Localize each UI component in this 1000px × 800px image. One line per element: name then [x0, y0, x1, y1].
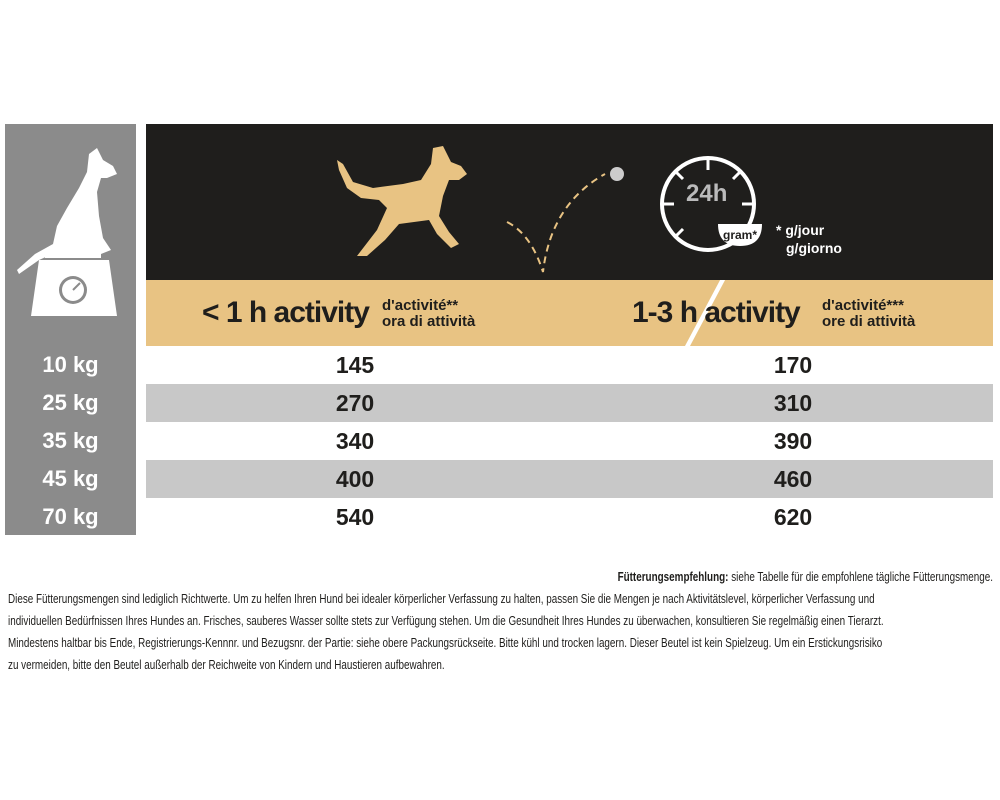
- weight: 10 kg: [42, 352, 99, 377]
- weight: 35 kg: [42, 428, 99, 453]
- table-row: 35 kg 340 390: [0, 422, 1000, 460]
- value-low: 400: [335, 466, 375, 492]
- feeding-recommendation: Fütterungsempfehlung: siehe Tabelle für …: [617, 569, 993, 584]
- note-line: Mindestens haltbar bis Ende, Registrieru…: [8, 635, 883, 650]
- value-low: 340: [335, 428, 375, 454]
- weight-column: [5, 124, 136, 535]
- table-row: 45 kg 400 460: [0, 460, 1000, 498]
- dog-on-scale-icon: [17, 148, 117, 316]
- value-low: 540: [335, 504, 375, 530]
- value-low: 270: [335, 390, 375, 416]
- feeding-table: 10 kg 145 170 25 kg 270 310 35 kg 340 39…: [0, 346, 1000, 536]
- value-high: 620: [773, 504, 813, 530]
- table-row: 10 kg 145 170: [0, 346, 1000, 384]
- clock-label: 24h: [686, 180, 728, 207]
- bouncing-ball-icon: [506, 167, 624, 273]
- weight: 70 kg: [42, 504, 99, 529]
- bowl-label: gram*: [723, 228, 758, 242]
- value-high: 310: [773, 390, 813, 416]
- table-row: 70 kg 540 620: [0, 498, 1000, 536]
- table-row: 25 kg 270 310: [0, 384, 1000, 422]
- column-high-activity: 1-3 h activity d'activité*** ore di attiv…: [632, 296, 916, 330]
- unit-line-2: g/giorno: [786, 240, 842, 256]
- note-line: individuellen Bedürfnissen Ihres Hundes …: [8, 613, 884, 628]
- header-banner: 24h gram* * g/jour g/giorno: [146, 124, 993, 280]
- value-low: 145: [335, 352, 375, 378]
- value-high: 460: [773, 466, 813, 492]
- feeding-notes: Fütterungsempfehlung: siehe Tabelle für …: [8, 566, 993, 676]
- clock-bowl-icon: [660, 156, 762, 252]
- activity-header: < 1 h activity d'activité** ora di attivi…: [146, 280, 993, 346]
- note-line: zu vermeiden, bitte den Beutel außerhalb…: [8, 657, 445, 672]
- running-dog-icon: [337, 146, 467, 256]
- weight: 25 kg: [42, 390, 99, 415]
- weight: 45 kg: [42, 466, 99, 491]
- value-high: 170: [773, 352, 813, 378]
- column-low-activity: < 1 h activity d'activité** ora di attivi…: [202, 296, 476, 330]
- unit-line-1: * g/jour: [776, 222, 825, 238]
- value-high: 390: [773, 428, 813, 454]
- note-line: Diese Fütterungsmengen sind lediglich Ri…: [8, 591, 875, 606]
